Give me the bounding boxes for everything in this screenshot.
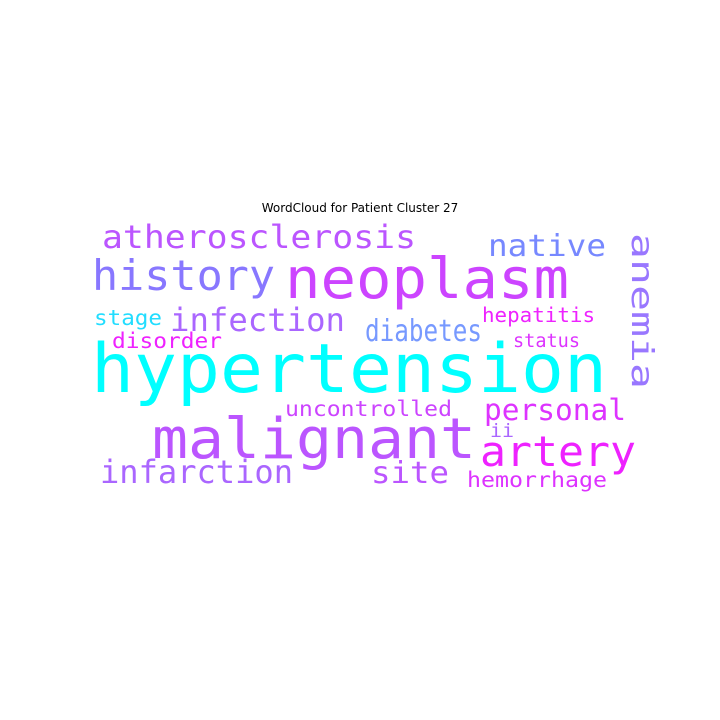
word-disorder: disorder: [112, 329, 222, 353]
word-status: status: [513, 330, 580, 352]
word-site: site: [371, 456, 449, 491]
figure-title: WordCloud for Patient Cluster 27: [261, 201, 459, 215]
word-history: history: [92, 251, 275, 300]
word-diabetes: anemia: [624, 233, 659, 389]
word-atherosclerosis: atherosclerosis: [102, 218, 416, 256]
word-uncontrolled: uncontrolled: [285, 397, 452, 421]
word-hepatitis: hepatitis: [482, 303, 595, 327]
word-personal: personal: [484, 393, 626, 427]
word-anemia: diabetes: [365, 314, 482, 349]
word-hemorrhage: hemorrhage: [467, 468, 607, 492]
word-hypertension: hypertension: [91, 330, 607, 409]
word-stage: stage: [94, 306, 162, 330]
word-native: native: [488, 229, 606, 264]
word-artery: artery: [480, 427, 636, 476]
word-infarction: infarction: [100, 453, 293, 491]
word-infection: infection: [170, 301, 345, 339]
word-neoplasm: neoplasm: [285, 247, 569, 312]
word-ii: ii: [490, 420, 514, 442]
word-malignant: malignant: [152, 407, 476, 472]
